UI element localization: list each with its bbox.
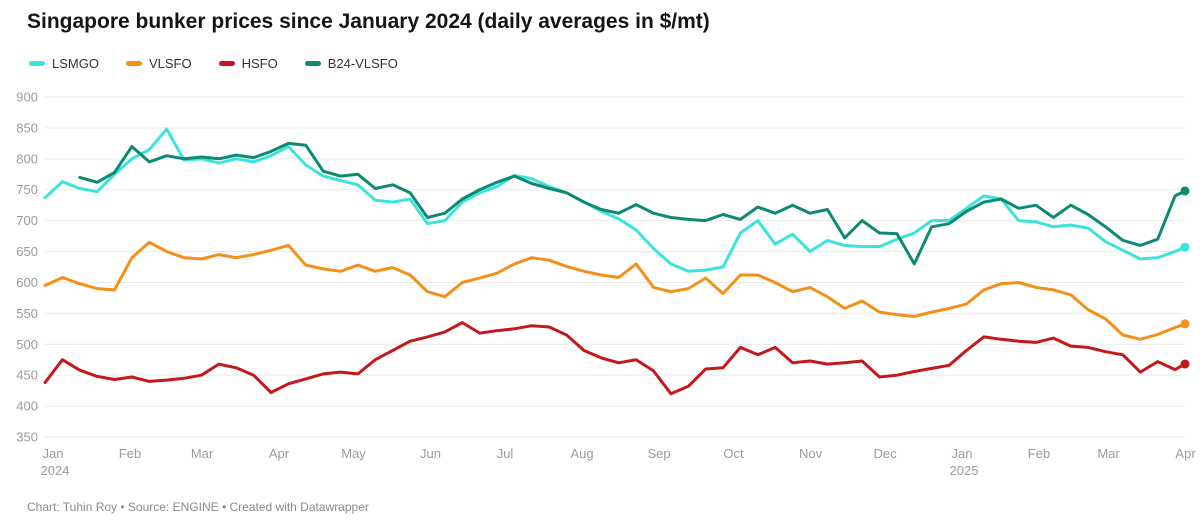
series-line-hsfo[interactable]	[43, 321, 1187, 396]
x-tick-label-aug: Aug	[570, 446, 593, 461]
x-tick-label-jan2025: Jan	[952, 446, 973, 461]
y-tick-label-650: 650	[16, 244, 38, 259]
chart-legend: LSMGO VLSFO HSFO B24-VLSFO	[29, 56, 398, 71]
x-tick-label-dec: Dec	[873, 446, 897, 461]
legend-item-lsmgo: LSMGO	[29, 56, 99, 71]
x-tick-label-apr: Apr	[1175, 446, 1196, 461]
legend-label: HSFO	[241, 56, 278, 71]
x-tick-label-jul: Jul	[497, 446, 514, 461]
x-tick-label-nov: Nov	[799, 446, 823, 461]
y-tick-label-600: 600	[16, 275, 38, 290]
series-line-b24-vlsfo[interactable]	[78, 141, 1187, 266]
y-tick-label-900: 900	[16, 90, 38, 105]
legend-label: VLSFO	[148, 56, 192, 71]
x-tick-year-label-2025: 2025	[950, 463, 979, 478]
x-tick-label-jun: Jun	[420, 446, 441, 461]
y-tick-label-700: 700	[16, 213, 38, 228]
y-tick-label-400: 400	[16, 399, 38, 414]
legend-label: B24-VLSFO	[327, 56, 398, 71]
series-endpoint-dot-lsmgo[interactable]	[1180, 242, 1190, 252]
x-tick-label-feb: Feb	[119, 446, 141, 461]
legend-swatch-icon	[218, 61, 235, 66]
x-tick-label-mar: Mar	[191, 446, 214, 461]
y-tick-label-550: 550	[16, 306, 38, 321]
legend-item-vlsfo: VLSFO	[125, 56, 192, 71]
x-tick-label-feb: Feb	[1028, 446, 1050, 461]
series-endpoint-dot-vlsfo[interactable]	[1180, 319, 1190, 329]
x-tick-label-apr: Apr	[269, 446, 290, 461]
x-tick-year-label-2024: 2024	[41, 463, 70, 478]
y-tick-label-350: 350	[16, 430, 38, 445]
y-tick-label-800: 800	[16, 151, 38, 166]
x-tick-label-jan2024: Jan	[43, 446, 64, 461]
x-tick-label-sep: Sep	[647, 446, 670, 461]
y-tick-label-450: 450	[16, 368, 38, 383]
chart-footer-attribution: Chart: Tuhin Roy • Source: ENGINE • Crea…	[27, 500, 369, 514]
chart-title: Singapore bunker prices since January 20…	[27, 10, 710, 33]
series-endpoint-dot-hsfo[interactable]	[1180, 359, 1190, 369]
series-line-lsmgo[interactable]	[43, 127, 1187, 273]
x-tick-label-may: May	[341, 446, 366, 461]
x-tick-label-oct: Oct	[723, 446, 744, 461]
legend-item-b24-vlsfo: B24-VLSFO	[304, 56, 398, 71]
y-tick-label-500: 500	[16, 337, 38, 352]
x-tick-label-mar: Mar	[1097, 446, 1120, 461]
series-line-vlsfo[interactable]	[43, 240, 1187, 341]
legend-swatch-icon	[29, 61, 45, 66]
series-endpoint-dot-b24-vlsfo[interactable]	[1180, 186, 1190, 196]
legend-swatch-icon	[304, 61, 321, 66]
y-tick-label-750: 750	[16, 182, 38, 197]
legend-label: LSMGO	[52, 56, 99, 71]
legend-item-hsfo: HSFO	[218, 56, 278, 71]
y-tick-label-850: 850	[16, 120, 38, 135]
legend-swatch-icon	[125, 61, 142, 66]
